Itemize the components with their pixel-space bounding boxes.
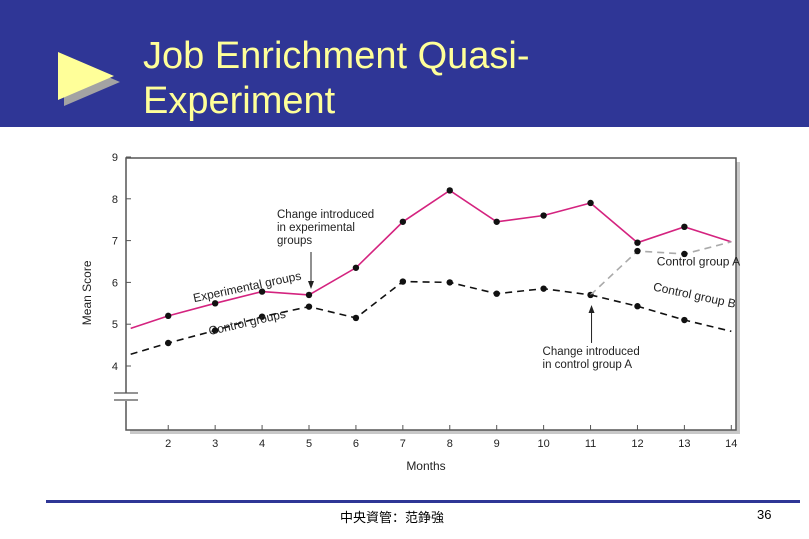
x-tick-label: 14 — [725, 438, 737, 450]
y-tick-label: 9 — [112, 152, 118, 164]
data-point — [165, 339, 172, 347]
x-tick-label: 13 — [678, 438, 690, 450]
slide-title-line1: Job Enrichment Quasi- — [143, 35, 530, 77]
data-point — [493, 218, 500, 225]
x-tick-label: 3 — [212, 438, 218, 450]
annotation-text: in control group A — [543, 359, 633, 371]
data-point — [540, 212, 547, 219]
y-tick-label: 7 — [112, 236, 118, 248]
series-line-experimental-groups — [130, 189, 732, 330]
annotation-arrowhead — [588, 304, 595, 313]
series-line-control-group-b — [590, 294, 732, 333]
x-axis-label: Months — [406, 459, 445, 473]
data-point — [587, 199, 594, 207]
data-point — [352, 264, 360, 271]
x-tick-label: 8 — [447, 438, 453, 450]
data-point — [211, 300, 219, 307]
data-point — [446, 187, 453, 194]
page-number: 36 — [757, 507, 772, 522]
y-axis-label: Mean Score — [80, 260, 94, 325]
annotation-text: Change introduced — [543, 346, 640, 358]
data-point — [399, 278, 407, 285]
data-point — [211, 327, 219, 334]
x-tick-label: 9 — [494, 438, 500, 450]
data-point — [305, 291, 313, 299]
x-tick-label: 7 — [400, 438, 406, 450]
title-banner — [0, 0, 809, 127]
annotation-arrowhead — [308, 280, 314, 289]
data-point — [681, 250, 688, 258]
y-tick-label: 5 — [112, 319, 118, 331]
series-label: Control group A — [657, 255, 740, 269]
data-point — [540, 285, 547, 292]
data-point — [258, 288, 266, 295]
annotation-text: groups — [277, 235, 312, 247]
y-tick-label: 6 — [112, 277, 118, 289]
data-point — [681, 316, 688, 324]
annotation-text: Change introduced — [277, 209, 374, 221]
data-point — [352, 314, 360, 322]
x-tick-label: 4 — [259, 438, 265, 450]
play-arrow-icon — [58, 52, 120, 106]
x-tick-label: 5 — [306, 438, 312, 450]
data-point — [634, 239, 641, 246]
data-point — [493, 290, 500, 297]
footer-author: 中央資管：范錚強 — [340, 511, 445, 526]
data-point — [681, 223, 688, 231]
data-point — [165, 312, 172, 320]
x-tick-label: 2 — [165, 438, 171, 450]
footer-divider — [46, 500, 800, 503]
x-tick-label: 10 — [537, 438, 549, 450]
data-point — [399, 218, 407, 225]
data-point — [305, 303, 313, 310]
series-line-control-group-a — [589, 241, 732, 296]
y-tick-label: 8 — [112, 194, 118, 206]
x-tick-label: 6 — [353, 438, 359, 450]
line-chart: 4 5 6 7 8 9 2 3 4 5 6 7 8 9 10 11 12 13 14 Months Mean Score… — [80, 152, 740, 473]
x-tick-label: 12 — [631, 438, 643, 450]
data-point — [634, 247, 641, 255]
data-point — [446, 279, 453, 286]
x-tick-label: 11 — [585, 438, 596, 450]
slide-title-line2: Experiment — [143, 80, 336, 122]
annotation-text: in experimental — [277, 222, 355, 234]
axis-break-gap — [122, 393, 132, 401]
y-tick-label: 4 — [112, 361, 118, 373]
data-point — [634, 303, 641, 310]
data-point — [258, 313, 266, 320]
